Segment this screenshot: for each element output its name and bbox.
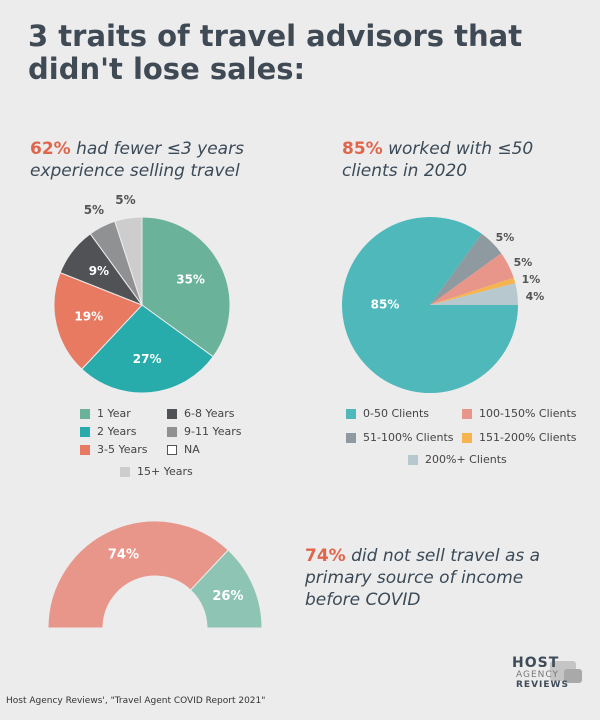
donut-segment-1 <box>189 549 263 629</box>
chart3-caption-text: did not sell travel as a primary source … <box>305 546 541 610</box>
donut-label-0: 74% <box>108 548 139 563</box>
pie2-slice-200-clients <box>430 283 518 305</box>
chart1-caption-highlight: 62% <box>30 139 71 159</box>
chart1-caption-text: had fewer ≤3 years experience selling tr… <box>30 139 244 181</box>
chart3-caption: 74% did not sell travel as a primary sou… <box>305 545 555 611</box>
chart1-caption: 62% had fewer ≤3 years experience sellin… <box>30 138 290 182</box>
pie1-label-6-8-years: 9% <box>89 264 109 278</box>
pie2-label-151-200-clients: 1% <box>522 273 541 286</box>
chart3-caption-highlight: 74% <box>305 546 346 566</box>
pie2-slice-51-100-clients <box>430 233 502 305</box>
pie1-label-15-years: 5% <box>115 193 135 207</box>
pie1-label-3-5-years: 19% <box>74 309 103 323</box>
chart2-caption: 85% worked with ≤50 clients in 2020 <box>342 138 562 182</box>
chart2-caption-highlight: 85% <box>342 139 383 159</box>
pie2-slice-100-150-clients <box>430 253 514 305</box>
pie2-label-200-clients: 4% <box>526 290 545 303</box>
pie2-label-100-150-clients: 5% <box>514 256 533 269</box>
logo-bubble-small-icon <box>564 669 582 683</box>
donut-segment-0 <box>47 520 229 629</box>
pie2-label-51-100-clients: 5% <box>496 231 515 244</box>
chart2-caption-text: worked with ≤50 clients in 2020 <box>342 139 534 181</box>
source-citation: Host Agency Reviews', "Travel Agent COVI… <box>6 696 266 706</box>
pie2-slice-151-200-clients <box>430 277 516 305</box>
logo-line-2: AGENCY <box>516 670 560 680</box>
page-title: 3 traits of travel advisors that didn't … <box>28 19 523 86</box>
logo-line-1: HOST <box>512 655 560 671</box>
donut-label-1: 26% <box>212 589 243 604</box>
pie1-slice-1-year <box>141 216 231 358</box>
pie1-label-9-11-years: 5% <box>84 203 104 217</box>
pie1-label-2-years: 27% <box>133 352 162 366</box>
host-agency-reviews-logo: HOST AGENCY REVIEWS <box>492 655 582 695</box>
pie1-label-1-year: 35% <box>176 273 205 287</box>
pie2-label-0-50-clients: 85% <box>371 298 400 312</box>
pie1-slice-15-years <box>114 216 143 306</box>
logo-line-3: REVIEWS <box>516 680 569 690</box>
pie1-slice-2-years <box>81 304 214 394</box>
